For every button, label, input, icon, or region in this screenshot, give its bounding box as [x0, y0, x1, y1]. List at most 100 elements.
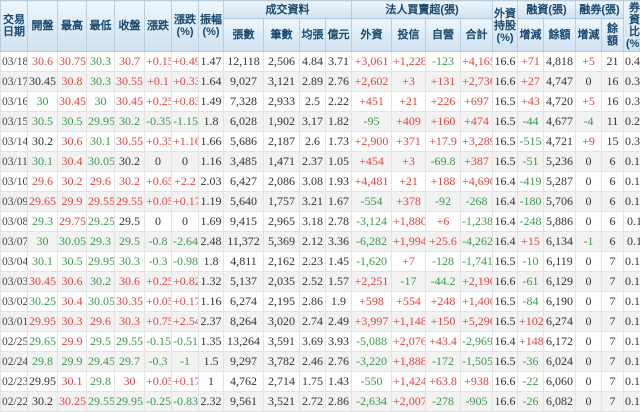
cell-amplitude-pct: 1.32 — [199, 272, 224, 292]
cell-trust: +1,148 — [392, 312, 426, 332]
cell-high: 30.6 — [58, 132, 87, 152]
cell-margin-change: +148 — [518, 332, 544, 352]
cell-date: 03/16 — [1, 92, 28, 112]
cell-short-change: 0 — [576, 212, 602, 232]
cell-change-pct: +0.49 — [172, 52, 199, 72]
cell-value-100m: 1.9 — [326, 292, 352, 312]
cell-dealer: +43.4 — [426, 332, 461, 352]
cell-short-change: 0 — [576, 292, 602, 312]
subheader-trades: 筆數 — [264, 19, 300, 52]
cell-amplitude-pct: 1.5 — [199, 352, 224, 372]
cell-avg-lots: 2.89 — [300, 72, 326, 92]
cell-dealer: +226 — [426, 92, 461, 112]
cell-open: 29.6 — [28, 172, 58, 192]
cell-dealer: +160 — [426, 112, 461, 132]
cell-low: 29.95 — [87, 252, 115, 272]
cell-margin-balance: 6,134 — [544, 232, 576, 252]
header-trade-date: 交易日期 — [1, 1, 28, 52]
cell-volume-lots: 9,027 — [224, 72, 264, 92]
cell-volume-lots: 6,427 — [224, 172, 264, 192]
cell-trades: 2,965 — [264, 212, 300, 232]
cell-date: 03/09 — [1, 192, 28, 212]
cell-date: 03/11 — [1, 152, 28, 172]
cell-margin-change: -515 — [518, 132, 544, 152]
cell-change-pct: -0.51 — [172, 332, 199, 352]
cell-low: 29.5 — [87, 332, 115, 352]
cell-foreign: +3,061 — [352, 52, 392, 72]
cell-value-100m: 2.76 — [326, 72, 352, 92]
cell-amplitude-pct: 2.48 — [199, 232, 224, 252]
cell-change-pct: -2.64 — [172, 232, 199, 252]
cell-short-margin-ratio: 0.12 — [624, 372, 640, 392]
cell-change: +0.65 — [145, 172, 172, 192]
cell-trust: +554 — [392, 292, 426, 312]
cell-margin-change: -51 — [518, 152, 544, 172]
cell-total: +3,289 — [461, 132, 493, 152]
cell-close: 30.6 — [115, 272, 145, 292]
cell-change-pct: +2.2 — [172, 172, 199, 192]
cell-foreign-holding-pct: 16.4 — [493, 192, 518, 212]
cell-date: 03/02 — [1, 292, 28, 312]
cell-dealer: -172 — [426, 352, 461, 372]
cell-avg-lots: 4.84 — [300, 52, 326, 72]
cell-margin-balance: 5,886 — [544, 212, 576, 232]
cell-trades: 1,471 — [264, 152, 300, 172]
cell-short-margin-ratio: 0.1 — [624, 232, 640, 252]
cell-foreign-holding-pct: 16.4 — [493, 172, 518, 192]
cell-close: 30.35 — [115, 292, 145, 312]
cell-close: 29.5 — [115, 232, 145, 252]
cell-avg-lots: 2.12 — [300, 232, 326, 252]
cell-open: 30.6 — [28, 52, 58, 72]
cell-high: 30.8 — [58, 72, 87, 92]
cell-high: 30.2 — [58, 172, 87, 192]
cell-low: 30.2 — [87, 272, 115, 292]
cell-trades: 3,020 — [264, 312, 300, 332]
cell-foreign: +4,481 — [352, 172, 392, 192]
cell-change: -0.3 — [145, 252, 172, 272]
cell-close: 30.55 — [115, 72, 145, 92]
cell-margin-balance: 4,677 — [544, 112, 576, 132]
cell-short-change: 0 — [576, 152, 602, 172]
cell-short-margin-ratio: 0.34 — [624, 92, 640, 112]
cell-short-change: -4 — [576, 112, 602, 132]
cell-value-100m: 1.45 — [326, 252, 352, 272]
cell-change: -0.8 — [145, 232, 172, 252]
cell-value-100m: 1.82 — [326, 112, 352, 132]
cell-margin-balance: 4,720 — [544, 92, 576, 112]
cell-margin-change: -419 — [518, 172, 544, 192]
cell-short-change: 0 — [576, 192, 602, 212]
cell-total: -1,238 — [461, 212, 493, 232]
cell-change: +0.05 — [145, 372, 172, 392]
cell-low: 30.05 — [87, 292, 115, 312]
subheader-dealer: 自營 — [426, 19, 461, 52]
cell-total: -4,262 — [461, 232, 493, 252]
cell-date: 03/17 — [1, 72, 28, 92]
cell-avg-lots: 2.86 — [300, 292, 326, 312]
cell-amplitude-pct: 1.19 — [199, 192, 224, 212]
header-institutional-group: 法人買賣超(張) — [352, 1, 493, 19]
cell-date: 02/23 — [1, 372, 28, 392]
cell-margin-change: +27 — [518, 72, 544, 92]
cell-short-balance: 7 — [602, 292, 624, 312]
cell-volume-lots: 4,762 — [224, 372, 264, 392]
cell-margin-change: -10 — [518, 252, 544, 272]
cell-date: 03/01 — [1, 312, 28, 332]
cell-amplitude-pct: 1.16 — [199, 292, 224, 312]
cell-open: 30.5 — [28, 112, 58, 132]
cell-close: 29.55 — [115, 192, 145, 212]
cell-trust: +3 — [392, 72, 426, 92]
cell-low: 30.1 — [87, 132, 115, 152]
cell-foreign-holding-pct: 16.6 — [493, 72, 518, 92]
subheader-total: 合計 — [461, 19, 493, 52]
header-short-margin-ratio: 券資比(%) — [624, 1, 640, 52]
table-header: 交易日期開盤最高最低收盤漲跌漲跌(%)振幅(%)成交資料法人買賣超(張)外資持股… — [1, 1, 640, 52]
cell-dealer: +248 — [426, 292, 461, 312]
cell-open: 30 — [28, 92, 58, 112]
cell-trades: 2,086 — [264, 172, 300, 192]
cell-low: 30.3 — [87, 72, 115, 92]
cell-value-100m: 2.22 — [326, 92, 352, 112]
